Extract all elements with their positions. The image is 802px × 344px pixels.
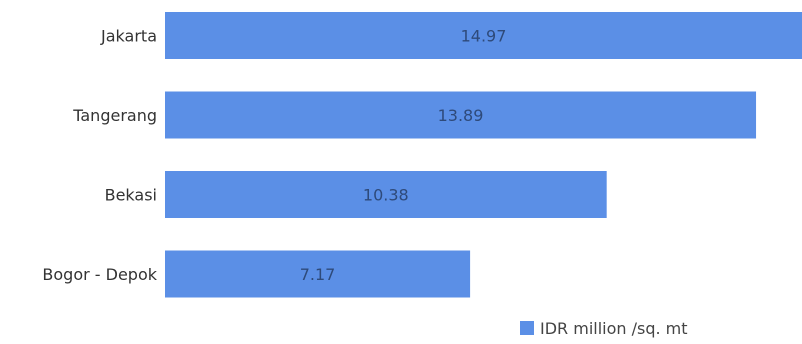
value-label: 13.89	[438, 106, 484, 125]
category-label: Bogor - Depok	[42, 265, 157, 284]
bars-layer	[165, 12, 802, 298]
category-label: Bekasi	[105, 186, 157, 205]
bar-bekasi	[165, 171, 607, 218]
value-labels-layer: 14.97 13.89 10.38 7.17	[300, 27, 507, 285]
bar-jakarta	[165, 12, 802, 59]
value-label: 10.38	[363, 186, 409, 205]
value-label: 7.17	[300, 265, 336, 284]
category-label: Jakarta	[100, 27, 157, 46]
category-label: Tangerang	[72, 106, 157, 125]
legend: IDR million /sq. mt	[520, 319, 688, 338]
legend-swatch	[520, 321, 534, 335]
bar-bogor-depok	[165, 250, 471, 298]
category-labels-layer: Jakarta Tangerang Bekasi Bogor - Depok	[42, 27, 157, 285]
legend-label: IDR million /sq. mt	[540, 319, 688, 338]
bar-tangerang	[165, 91, 757, 139]
value-label: 14.97	[461, 27, 507, 46]
